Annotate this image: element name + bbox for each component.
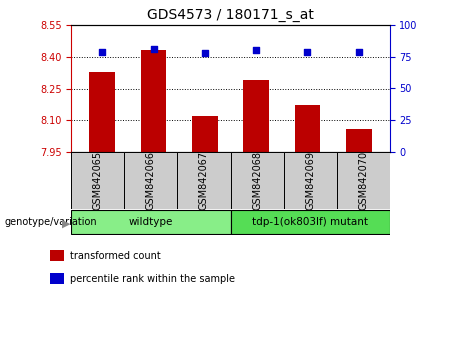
Bar (141, 50, 166, 152)
Text: genotype/variation: genotype/variation (5, 217, 97, 227)
Text: transformed count: transformed count (70, 251, 160, 261)
Point (150, 46, 157, 52)
Text: tdp-1(ok803lf) mutant: tdp-1(ok803lf) mutant (252, 217, 368, 227)
Bar (50, 273, 64, 284)
Bar (337, 152, 390, 209)
Text: GSM842068: GSM842068 (252, 151, 262, 210)
Text: GSM842069: GSM842069 (305, 151, 315, 210)
Point (201, 50, 208, 56)
Point (99, 49, 106, 55)
Point (304, 49, 311, 55)
Text: GSM842067: GSM842067 (199, 151, 209, 210)
Bar (346, 129, 372, 152)
Text: wildtype: wildtype (129, 217, 173, 227)
Bar (50, 250, 64, 261)
Bar (89, 72, 115, 152)
Bar (295, 105, 320, 152)
Text: percentile rank within the sample: percentile rank within the sample (70, 274, 235, 284)
Bar (230, 210, 390, 234)
Bar (71, 210, 230, 234)
Point (355, 49, 362, 55)
Bar (243, 80, 269, 152)
Text: GSM842066: GSM842066 (146, 151, 156, 210)
Text: GSM842070: GSM842070 (358, 151, 368, 210)
Point (253, 47, 260, 53)
Text: GSM842065: GSM842065 (93, 151, 103, 210)
Text: ▶: ▶ (62, 219, 71, 229)
Bar (192, 116, 218, 152)
Title: GDS4573 / 180171_s_at: GDS4573 / 180171_s_at (147, 8, 314, 22)
Bar (177, 152, 230, 209)
Bar (284, 152, 337, 209)
Bar (71, 152, 124, 209)
Bar (230, 152, 284, 209)
Bar (124, 152, 177, 209)
